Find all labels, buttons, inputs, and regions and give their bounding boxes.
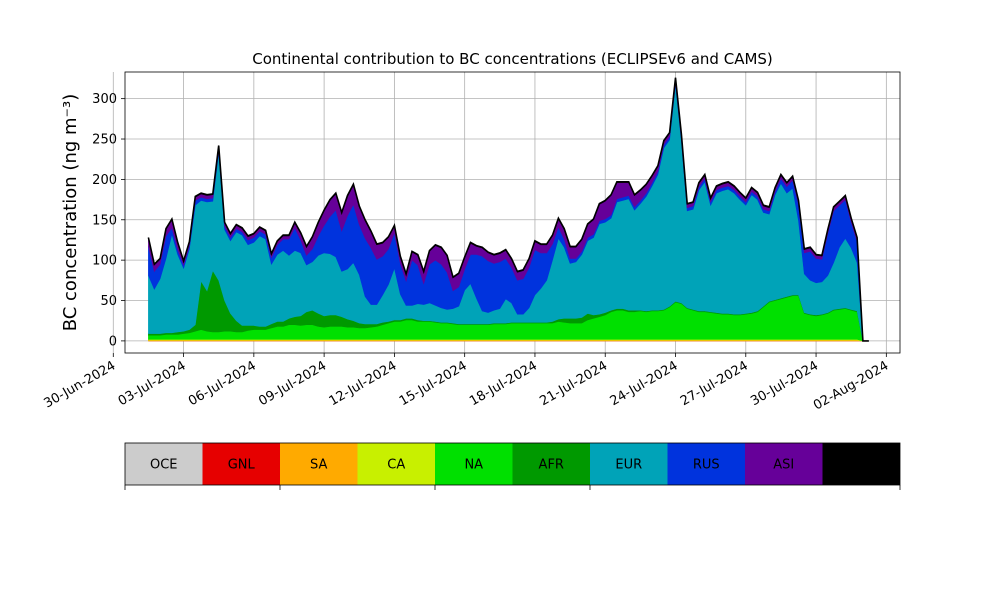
colorbar-cell-ca xyxy=(357,443,435,485)
chart-title: Continental contribution to BC concentra… xyxy=(252,50,773,68)
y-tick-label: 50 xyxy=(100,294,117,309)
colorbar-label: EUR xyxy=(615,458,642,473)
y-tick-label: 0 xyxy=(109,334,117,349)
colorbar-label: GNL xyxy=(228,458,256,473)
colorbar-label: ASI xyxy=(773,458,794,473)
colorbar-cell-afr xyxy=(512,443,590,485)
colorbar-cell-asi xyxy=(745,443,823,485)
colorbar-label: RUS xyxy=(693,458,720,473)
colorbar-label: OCE xyxy=(150,458,178,473)
colorbar-label: AUS xyxy=(848,458,875,473)
colorbar-cell-gnl xyxy=(202,443,280,485)
colorbar-cell-aus xyxy=(822,443,900,485)
y-axis-label: BC concentration (ng m⁻³) xyxy=(60,94,81,332)
y-tick-label: 150 xyxy=(92,213,117,228)
colorbar-cell-sa xyxy=(280,443,358,485)
colorbar-cell-oce xyxy=(125,443,203,485)
y-tick-label: 100 xyxy=(92,254,117,269)
axes-frame xyxy=(124,71,901,354)
colorbar-cell-eur xyxy=(590,443,668,485)
y-tick-label: 300 xyxy=(92,92,117,107)
colorbar-label: CA xyxy=(387,458,405,473)
y-tick-label: 250 xyxy=(92,133,117,148)
colorbar-frame xyxy=(124,442,901,486)
series-areas xyxy=(147,77,869,342)
colorbar-label: SA xyxy=(310,458,327,473)
colorbar-label: NA xyxy=(464,458,483,473)
y-tick-label: 200 xyxy=(92,173,117,188)
total-outline xyxy=(147,77,869,342)
colorbar-cell-na xyxy=(435,443,513,485)
colorbar-cell-rus xyxy=(667,443,745,485)
colorbar: OCE GNL SA CA NA AFR EUR RUS ASI AUS xyxy=(124,442,901,490)
colorbar-label: AFR xyxy=(539,458,564,473)
